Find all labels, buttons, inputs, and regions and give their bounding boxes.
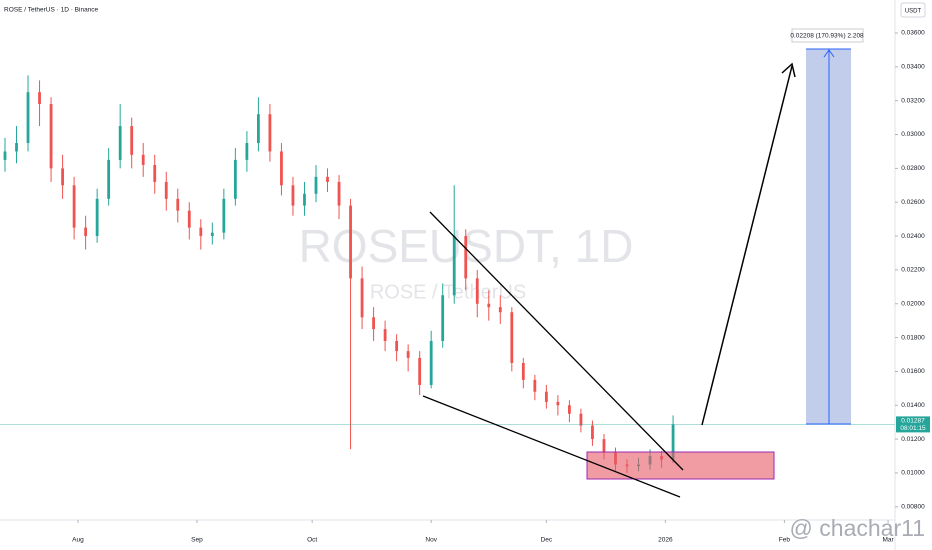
x-tick-label: Feb: [779, 537, 791, 544]
y-tick-label: 0.02600: [901, 199, 925, 206]
candle-body: [153, 164, 157, 182]
candle-body: [372, 317, 375, 330]
candle-body: [61, 168, 64, 186]
candle-body: [107, 159, 111, 199]
candle-body: [349, 205, 352, 279]
candle-body: [406, 351, 410, 358]
candle-body: [510, 312, 514, 363]
projection-label-box: [791, 28, 864, 43]
candle-body: [383, 329, 387, 341]
forecast-arrowhead: [781, 62, 796, 78]
y-tick-label: 0.02400: [901, 233, 925, 240]
candle-body: [3, 151, 7, 160]
y-tick-label: 0.02800: [901, 165, 925, 172]
candle-body: [84, 227, 88, 237]
candle-body: [452, 236, 456, 296]
candle-body: [441, 295, 445, 341]
watermark-name: ROSE / TetherUS: [370, 281, 526, 303]
candle-body: [544, 391, 548, 402]
y-tick-label: 0.00800: [901, 504, 925, 511]
candle-body: [210, 232, 214, 237]
x-tick-label: Aug: [72, 537, 84, 544]
last-price-label: 0.01287: [901, 418, 925, 425]
candle-body: [337, 181, 341, 206]
candle-body: [49, 104, 53, 169]
candle-body: [245, 142, 249, 160]
candle-body: [199, 227, 203, 237]
wedge-upper-line: [429, 211, 684, 471]
candle-body: [291, 185, 295, 206]
candle-body: [164, 181, 168, 199]
x-tick-label: Nov: [425, 537, 437, 544]
candle-body: [326, 176, 329, 182]
candle-body: [395, 340, 399, 352]
x-tick-label: 2026: [658, 537, 673, 544]
candle-body: [118, 126, 122, 160]
y-tick-label: 0.02200: [901, 267, 925, 274]
currency-box[interactable]: [900, 2, 926, 18]
candle-body: [38, 92, 41, 105]
y-tick-label: 0.03200: [901, 97, 925, 104]
candle-body: [533, 379, 537, 392]
countdown-label: 08:01:15: [900, 425, 926, 432]
candle-body: [257, 114, 260, 143]
support-zone: [586, 451, 775, 480]
candle-body: [579, 413, 583, 426]
currency-label: USDT: [905, 9, 922, 15]
y-tick-label: 0.02000: [901, 300, 925, 307]
candle-body: [72, 185, 76, 228]
candle-body: [487, 303, 491, 308]
y-tick-label: 0.01400: [901, 402, 925, 409]
y-tick-label: 0.03600: [901, 30, 925, 37]
y-tick-label: 0.01000: [901, 470, 925, 477]
candle-body: [464, 236, 468, 279]
candle-body: [602, 439, 606, 453]
candle-body: [568, 405, 571, 414]
x-tick-label: Oct: [307, 537, 317, 544]
last-price-badge: [896, 416, 930, 433]
candle-body: [591, 425, 594, 440]
projection-label: 0.02208 (170.93%) 2.208: [790, 33, 864, 40]
candle-body: [671, 424, 675, 460]
y-tick-label: 0.01200: [901, 436, 925, 443]
candle-body: [176, 198, 180, 211]
candle-body: [280, 151, 283, 186]
candle-body: [475, 278, 479, 304]
candle-body: [141, 154, 145, 165]
candle-body: [222, 198, 226, 233]
author-watermark: @ chachar11: [790, 515, 925, 541]
y-tick-label: 0.01800: [901, 334, 925, 341]
symbol-title: ROSE / TetherUS · 1D · Binance: [4, 7, 99, 14]
target-arrowhead: [823, 49, 835, 58]
candle-body: [360, 278, 364, 318]
y-tick-label: 0.01600: [901, 368, 925, 375]
x-tick-label: Sep: [191, 537, 203, 544]
candle-body: [26, 92, 30, 143]
candle-body: [15, 142, 18, 152]
candle-body: [268, 114, 272, 152]
candle-body: [429, 340, 433, 385]
candle-body: [314, 176, 318, 194]
wedge-lower-line: [422, 395, 681, 498]
candle-body: [130, 126, 134, 155]
candle-body: [498, 307, 502, 313]
x-tick-label: Dec: [541, 537, 553, 544]
candle-body: [233, 159, 237, 199]
x-tick-label: Mar: [882, 537, 894, 544]
forecast-arrow: [701, 65, 793, 426]
y-tick-label: 0.03400: [901, 64, 925, 71]
y-tick-label: 0.03000: [901, 131, 925, 138]
candle-body: [521, 362, 525, 380]
candle-body: [95, 198, 99, 237]
candle-body: [303, 193, 306, 206]
candle-body: [556, 401, 560, 406]
candle-body: [418, 357, 422, 385]
candle-body: [187, 210, 191, 228]
